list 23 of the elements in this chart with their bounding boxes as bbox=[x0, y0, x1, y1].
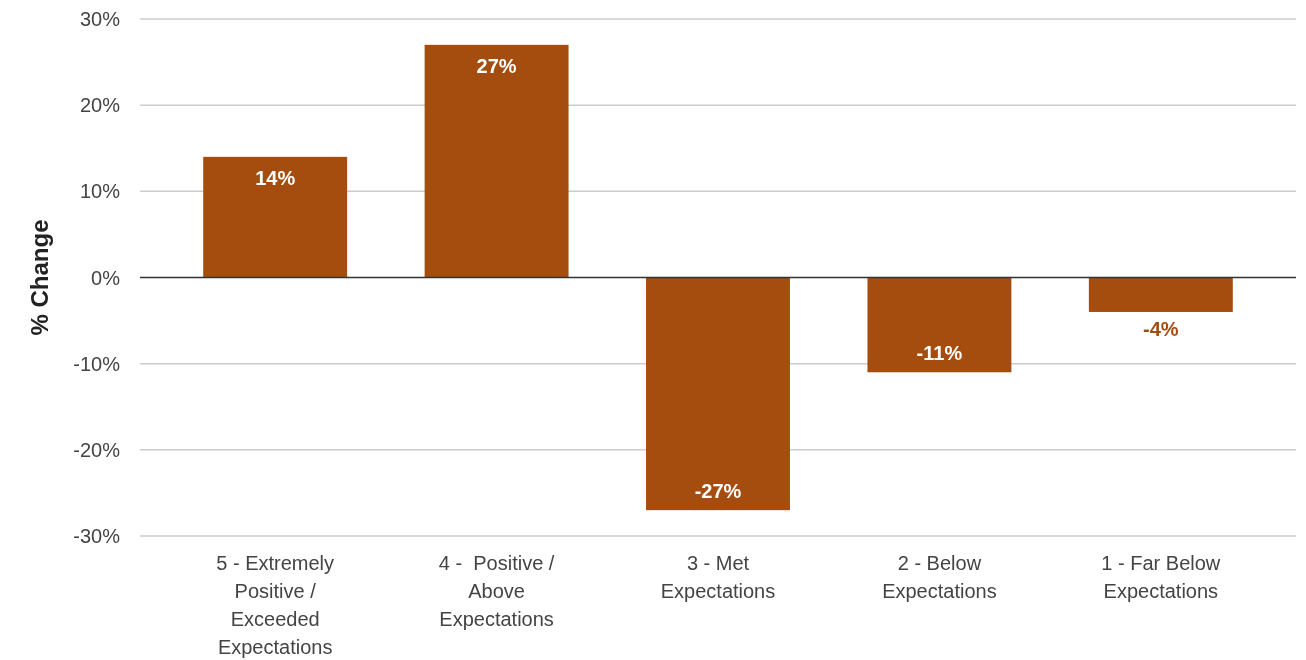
x-tick-label: 1 - Far Below Expectations bbox=[1101, 552, 1221, 602]
y-tick-label: 30% bbox=[79, 8, 121, 30]
x-tick-label: 2 - Below Expectations bbox=[882, 552, 997, 602]
x-tick-label: 3 - Met Expectations bbox=[660, 552, 776, 602]
data-label: -4% bbox=[1143, 317, 1179, 340]
y-tick-label: -30% bbox=[73, 525, 121, 547]
bar bbox=[1088, 277, 1233, 312]
bar bbox=[203, 156, 348, 278]
y-tick-label: 20% bbox=[79, 94, 121, 117]
bar bbox=[424, 44, 569, 278]
y-tick-label: -10% bbox=[73, 352, 121, 375]
data-label: 14% bbox=[255, 166, 296, 189]
x-tick-label: 5 - Extremely Positive / Exceeded Expectations bbox=[216, 552, 335, 658]
y-tick-label: -20% bbox=[73, 438, 121, 461]
y-tick-label: 10% bbox=[79, 180, 121, 203]
y-axis-title: % Change bbox=[26, 219, 53, 336]
y-tick-label: 0% bbox=[91, 266, 121, 289]
bar bbox=[867, 277, 1012, 373]
data-label: -27% bbox=[694, 480, 742, 503]
data-label: -11% bbox=[916, 342, 963, 365]
bar bbox=[646, 277, 790, 511]
data-label: 27% bbox=[476, 54, 517, 77]
x-tick-label: 4 - Positive / Above Expectations bbox=[438, 552, 555, 630]
